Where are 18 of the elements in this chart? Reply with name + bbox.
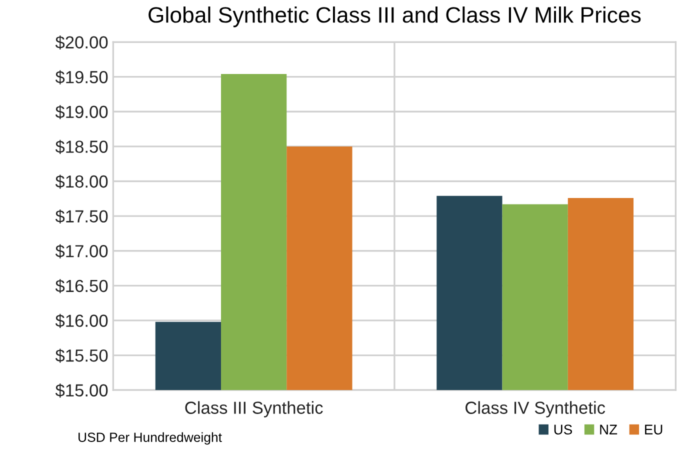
y-tick-label: $18.00 (55, 174, 108, 189)
y-tick-label: $15.50 (55, 348, 108, 363)
x-tick-label: Class IV Synthetic (466, 401, 606, 418)
text: USD Per Hundredweight (78, 432, 222, 445)
chart-title: Global Synthetic Class III and Class IV Milk Prices (148, 6, 641, 28)
y-tick-label: $15.00 (55, 384, 108, 398)
y-tick-label: $19.50 (55, 70, 108, 84)
x-tick-label: Class III Synthetic (185, 401, 323, 418)
y-tick-label: $16.50 (55, 279, 108, 294)
y-tick-label: $17.50 (55, 209, 108, 224)
y-tick-label: $20.00 (55, 35, 108, 50)
legend-label: US (554, 424, 572, 434)
legend-label: EU (645, 424, 662, 434)
y-tick-label: $19.00 (55, 105, 108, 120)
y-tick-label: $16.00 (55, 314, 108, 328)
y-tick-label: $17.00 (55, 244, 108, 258)
y-tick-label: $18.50 (55, 140, 108, 154)
legend-label: NZ (600, 424, 618, 434)
